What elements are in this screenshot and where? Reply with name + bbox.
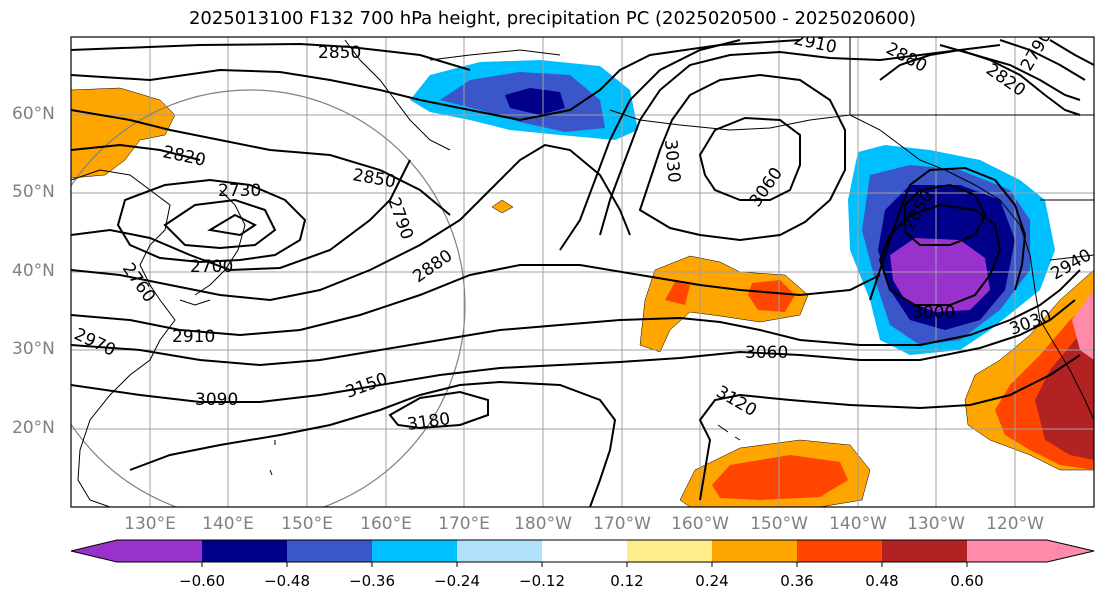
colorbar-tick-label: −0.48 xyxy=(264,572,310,590)
longitude-label: 130°W xyxy=(907,514,965,534)
contour-label: 2730 xyxy=(218,181,261,201)
longitude-label: 170°E xyxy=(438,514,490,534)
colorbar-segment xyxy=(457,540,542,562)
colorbar-segment xyxy=(627,540,712,562)
colorbar-segment xyxy=(967,540,1047,562)
latitude-label: 40°N xyxy=(12,261,55,281)
colorbar-tick-label: 0.36 xyxy=(780,572,814,590)
contour-label: 3090 xyxy=(195,390,238,410)
colorbar-segment xyxy=(712,540,797,562)
colorbar-tick-label: 0.24 xyxy=(695,572,729,590)
colorbar-tick-label: −0.24 xyxy=(434,572,480,590)
colorbar-segment xyxy=(71,540,117,562)
colorbar-segment xyxy=(797,540,882,562)
longitude-label: 150°W xyxy=(750,514,808,534)
longitude-label: 150°E xyxy=(281,514,333,534)
colorbar xyxy=(70,539,1095,567)
colorbar-tick-label: 0.60 xyxy=(950,572,984,590)
positive-anomaly-hawaii-core xyxy=(712,455,848,500)
region-circle xyxy=(71,89,466,507)
map-frame xyxy=(70,36,1095,508)
longitude-label: 120°W xyxy=(986,514,1044,534)
colorbar-tick-label: −0.60 xyxy=(179,572,225,590)
colorbar-segment xyxy=(287,540,372,562)
longitude-label: 160°W xyxy=(671,514,729,534)
contour-label: 3000 xyxy=(912,303,955,323)
colorbar-segment xyxy=(882,540,967,562)
colorbar-tick-label: −0.36 xyxy=(349,572,395,590)
positive-anomaly-central-pacific-core xyxy=(665,280,795,312)
longitude-label: 140°W xyxy=(829,514,887,534)
colorbar-segment xyxy=(542,540,627,562)
negative-anomaly-bering-core xyxy=(505,88,565,115)
contour-label: 3060 xyxy=(745,343,788,363)
colorbar-segment xyxy=(1047,540,1094,562)
latitude-label: 30°N xyxy=(12,339,55,359)
longitude-label: 140°E xyxy=(202,514,254,534)
colorbar-outline xyxy=(70,539,1095,563)
colorbar-segment xyxy=(372,540,457,562)
colorbar-segment xyxy=(202,540,287,562)
contour-label: 2910 xyxy=(172,327,215,347)
contour-label: 2700 xyxy=(190,257,233,277)
colorbar-tick-label: 0.12 xyxy=(610,572,644,590)
height-contours xyxy=(71,39,1094,507)
colorbar-tick-label: −0.12 xyxy=(519,572,565,590)
negative-anomaly-gulf-of-alaska-core xyxy=(890,238,990,312)
contour-label: 2850 xyxy=(318,43,361,63)
colorbar-segment xyxy=(117,540,202,562)
positive-anomaly-small xyxy=(491,199,514,214)
colorbar-tick-label: 0.48 xyxy=(865,572,899,590)
map-title: 2025013100 F132 700 hPa height, precipit… xyxy=(188,8,917,29)
positive-anomaly-west-coast-core xyxy=(1072,290,1094,360)
latitude-label: 50°N xyxy=(12,182,55,202)
longitude-label: 160°E xyxy=(360,514,412,534)
longitude-label: 130°E xyxy=(124,514,176,534)
contour-label: 3030 xyxy=(660,139,684,184)
latitude-label: 60°N xyxy=(12,104,55,124)
longitude-label: 180°W xyxy=(514,514,572,534)
latitude-label: 20°N xyxy=(12,418,55,438)
positive-anomaly-west-pacific xyxy=(71,87,176,179)
graticule xyxy=(71,37,1094,507)
longitude-label: 170°W xyxy=(593,514,651,534)
